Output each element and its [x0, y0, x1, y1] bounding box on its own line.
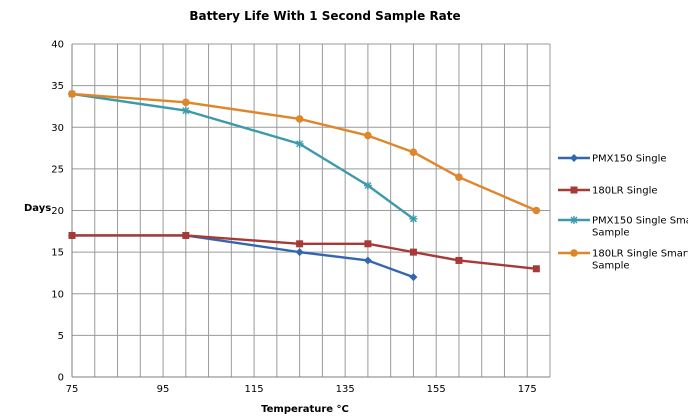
y-tick-label: 30	[51, 123, 64, 134]
legend-marker	[570, 186, 578, 194]
data-point	[295, 139, 304, 148]
y-tick-label: 15	[51, 248, 64, 259]
y-tick-label: 25	[51, 164, 64, 175]
data-point	[363, 181, 372, 190]
x-tick-label: 95	[157, 384, 170, 395]
data-point	[455, 256, 463, 264]
y-tick-label: 40	[51, 40, 64, 51]
data-point	[364, 240, 372, 248]
data-point	[68, 90, 76, 98]
legend-label: 180LR Single	[592, 186, 658, 197]
x-tick-label: 75	[66, 384, 79, 395]
legend-label: PMX150 Single	[592, 154, 667, 165]
x-axis-title: Temperature °C	[261, 404, 349, 415]
legend-marker	[570, 216, 578, 224]
data-point	[409, 214, 418, 223]
data-point	[363, 256, 372, 265]
x-tick-label: 135	[336, 384, 355, 395]
gridlines	[71, 43, 551, 378]
data-point	[181, 106, 190, 115]
legend-marker	[570, 154, 578, 162]
data-point	[68, 231, 76, 239]
data-point	[409, 248, 417, 256]
legend-item: PMX150 Single	[558, 154, 667, 165]
series-line	[71, 92, 415, 220]
data-point	[409, 148, 418, 157]
legend: PMX150 Single 180LR Single PMX150 Single S…	[558, 154, 688, 272]
series-line	[71, 92, 537, 212]
x-tick-label: 115	[245, 384, 264, 395]
data-point	[295, 248, 304, 257]
legend-marker	[570, 249, 578, 257]
data-point	[296, 240, 304, 248]
legend-item: 180LR Single Smart Sample	[558, 249, 688, 272]
series-line	[72, 234, 414, 279]
legend-item: 180LR Single	[558, 186, 658, 197]
legend-label: 180LR Single Smart Sample	[592, 249, 688, 272]
data-point	[455, 173, 463, 181]
data-point	[532, 265, 540, 273]
y-axis-title: Days	[24, 203, 51, 214]
series-4	[68, 90, 541, 215]
series-group	[68, 89, 541, 282]
tick-labels: 0 5 10 15 20 25 30 35 40 75 95 115 135 155 175	[51, 40, 537, 396]
y-tick-label: 10	[51, 289, 64, 300]
axes	[71, 44, 550, 378]
data-point	[409, 273, 418, 282]
data-point	[532, 206, 541, 215]
series-2	[68, 231, 540, 273]
y-tick-label: 5	[58, 331, 64, 342]
x-tick-label: 175	[518, 384, 537, 395]
y-tick-label: 35	[51, 81, 64, 92]
chart-title: Battery Life With 1 Second Sample Rate	[189, 9, 460, 23]
y-tick-label: 0	[58, 373, 64, 384]
data-point	[182, 98, 190, 107]
data-point	[182, 231, 190, 239]
x-tick-label: 155	[427, 384, 446, 395]
y-tick-label: 20	[51, 206, 64, 217]
data-point	[364, 131, 372, 140]
data-point	[295, 115, 304, 123]
